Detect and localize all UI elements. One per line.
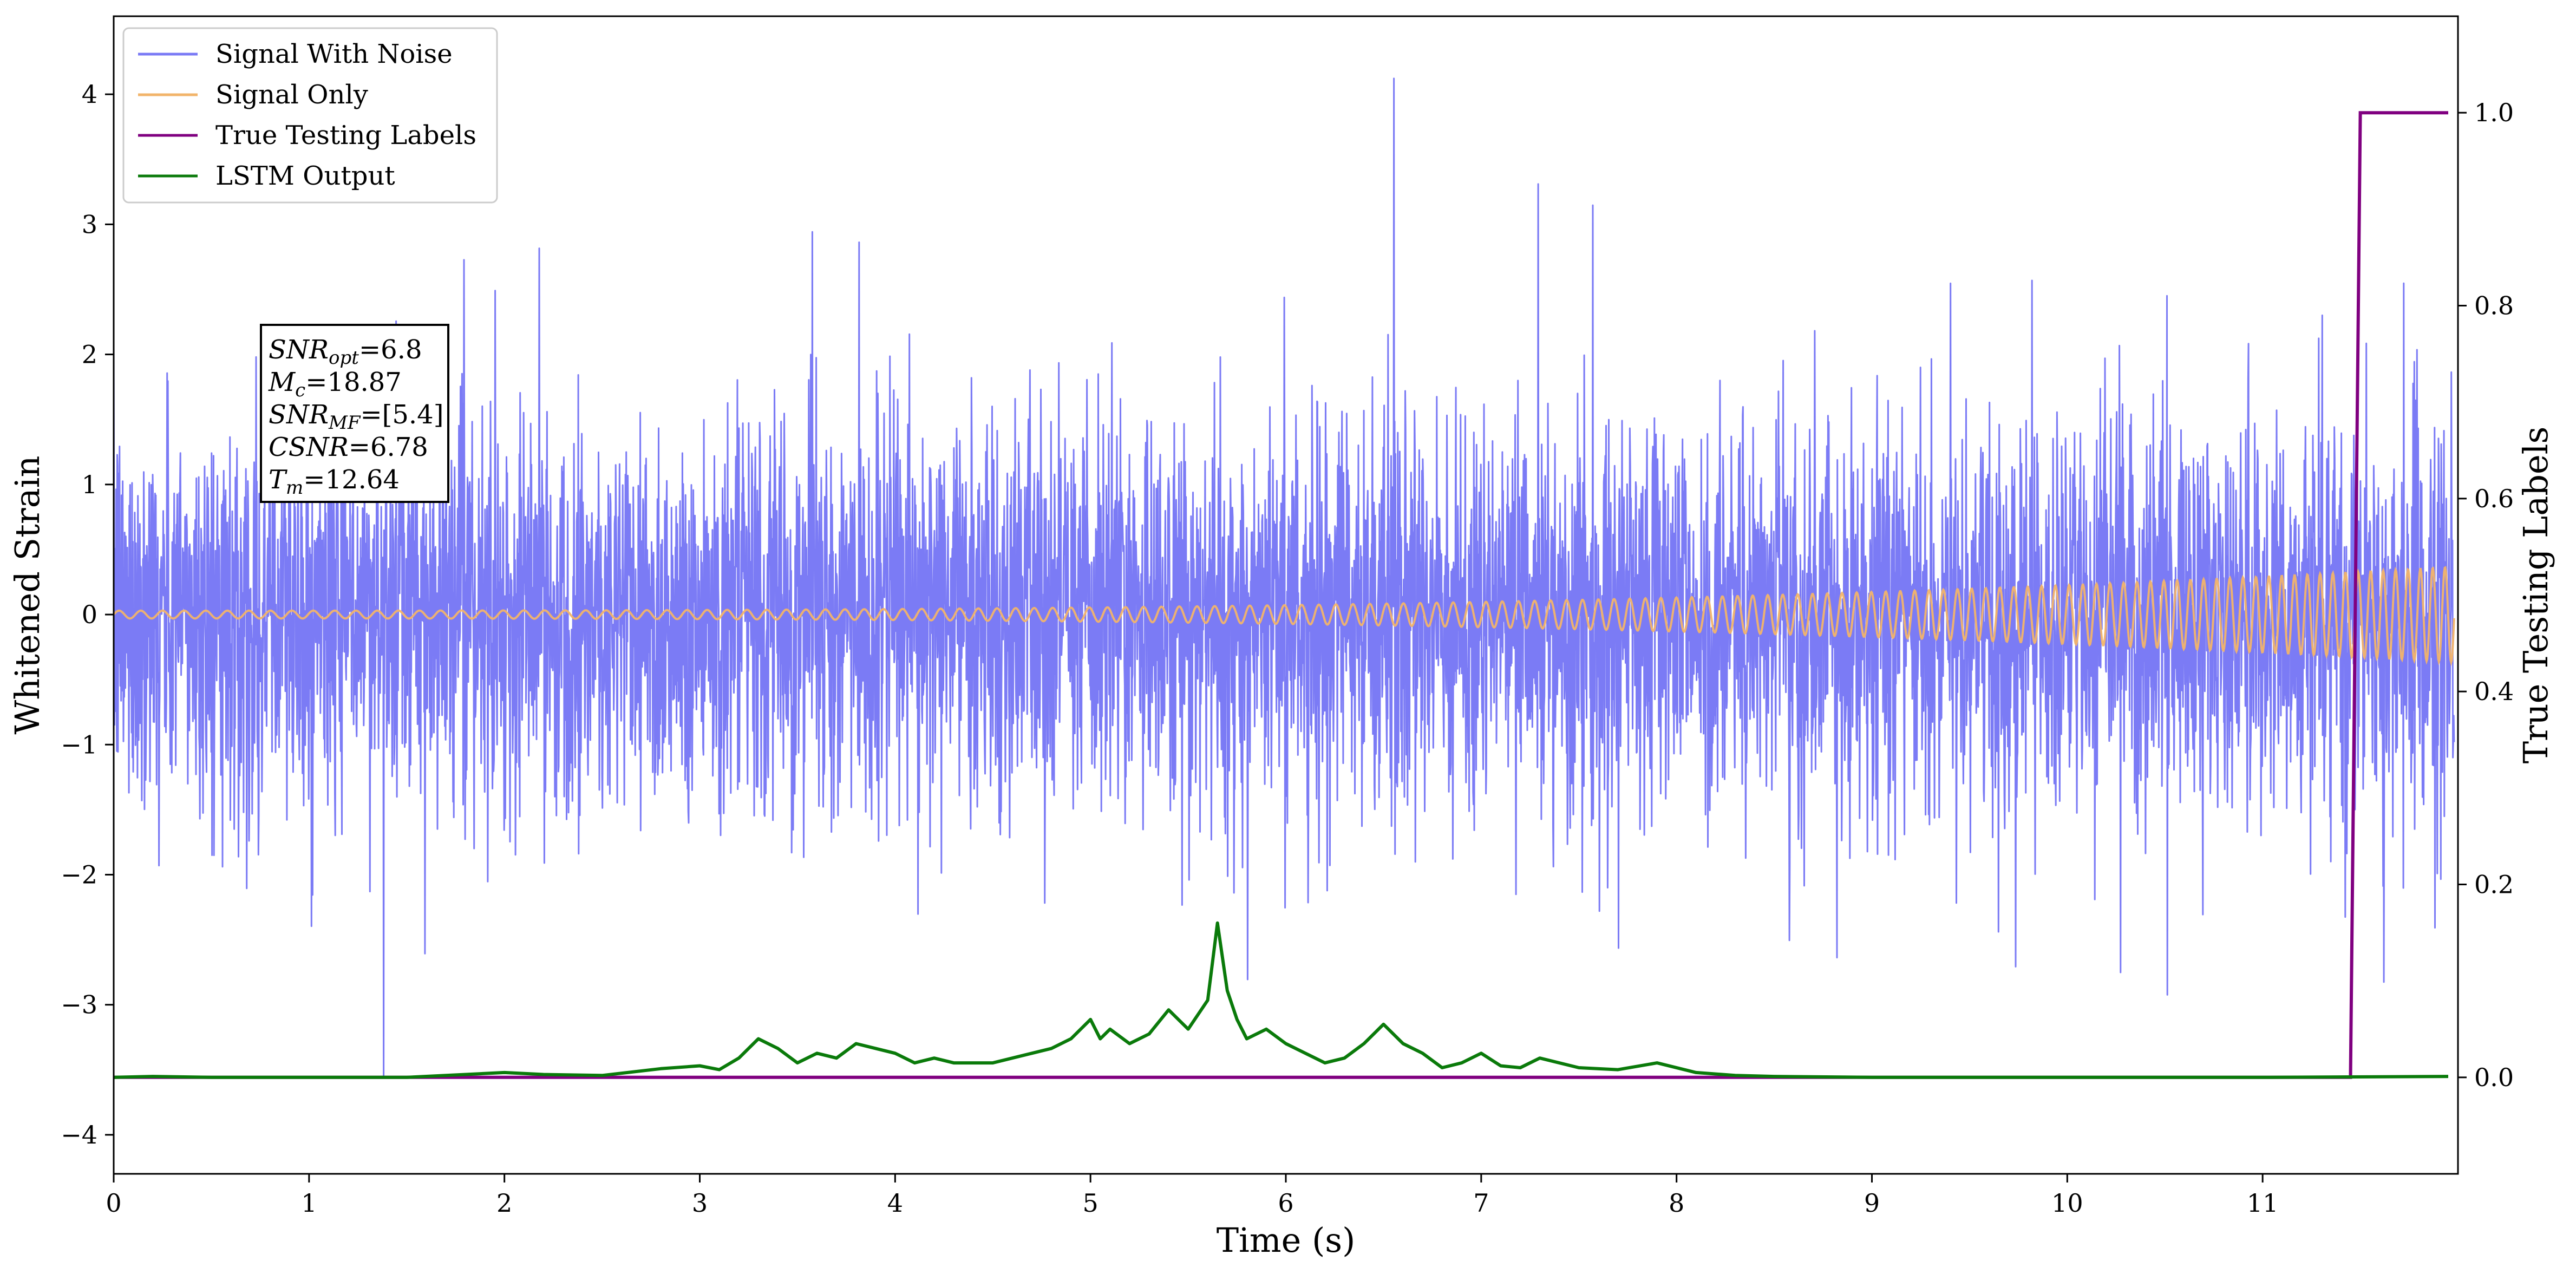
annotation-line-snr-mf: SNRMF=[5.4]	[269, 400, 443, 434]
x-tick-label: 4	[887, 1188, 903, 1218]
x-tick-label: 11	[2247, 1188, 2279, 1218]
annotation-frame	[260, 324, 449, 503]
legend-box	[122, 27, 498, 204]
y-tick-label: −3	[61, 990, 97, 1020]
annotation-box: SNRopt=6.8 Mc=18.87 SNRMF=[5.4] CSNR=6.7…	[260, 324, 449, 503]
y2-tick-label: 1.0	[2474, 98, 2514, 127]
annotation-line-tm: Tm=12.64	[269, 465, 400, 499]
y-tick-label: 4	[82, 80, 97, 109]
x-tick-label: 6	[1278, 1188, 1293, 1218]
y-tick-label: −4	[61, 1120, 97, 1149]
x-tick-label: 1	[301, 1188, 317, 1218]
x-tick-label: 10	[2051, 1188, 2083, 1218]
y2-tick-label: 0.4	[2474, 677, 2514, 706]
x-tick-label: 7	[1473, 1188, 1489, 1218]
x-tick-label: 3	[692, 1188, 708, 1218]
y-tick-label: −2	[61, 860, 97, 889]
annotation-line-mc: Mc=18.87	[268, 367, 402, 401]
y2-axis-label: True Testing Labels	[2516, 427, 2555, 764]
y-tick-label: 2	[82, 340, 97, 369]
series-layer	[113, 77, 2455, 1079]
x-tick-label: 0	[106, 1188, 121, 1218]
y-tick-label: 1	[82, 470, 97, 499]
series-lstm-output	[113, 921, 2449, 1079]
y2-tick-label: 0.8	[2474, 291, 2514, 321]
series-true-testing-labels	[114, 111, 2448, 1079]
y-axis-label: Whitened Strain	[8, 456, 47, 735]
x-tick-label: 9	[1864, 1188, 1880, 1218]
axes-layer: 0 1 2 3 4 5 6 7 8 9 10 11 −4 −3 −2 −1 0 1 2 3 4 0.0 0.2 0.4 0.6 0…	[61, 80, 2514, 1218]
x-tick-label: 5	[1083, 1188, 1099, 1218]
y-tick-label: 3	[82, 210, 97, 239]
x-tick-label: 8	[1669, 1188, 1684, 1218]
x-tick-label: 2	[496, 1188, 512, 1218]
y2-tick-label: 0.2	[2474, 870, 2514, 899]
legend: Signal With Noise Signal Only True Testi…	[122, 27, 498, 204]
legend-entry-labels: True Testing Labels	[215, 120, 476, 151]
legend-entry-lstm: LSTM Output	[215, 161, 395, 191]
y-tick-label: 0	[82, 600, 97, 629]
x-axis-label: Time (s)	[1217, 1220, 1356, 1260]
series-signal-only	[113, 566, 2455, 667]
y2-tick-label: 0.6	[2474, 484, 2514, 513]
annotation-line-snr-opt: SNRopt=6.8	[269, 335, 422, 369]
y-tick-label: −1	[61, 730, 97, 759]
legend-entry-noise: Signal With Noise	[215, 39, 453, 69]
legend-entry-signal: Signal Only	[215, 80, 368, 110]
y2-tick-label: 0.0	[2474, 1063, 2514, 1092]
annotation-line-csnr: CSNR=6.78	[269, 432, 428, 462]
